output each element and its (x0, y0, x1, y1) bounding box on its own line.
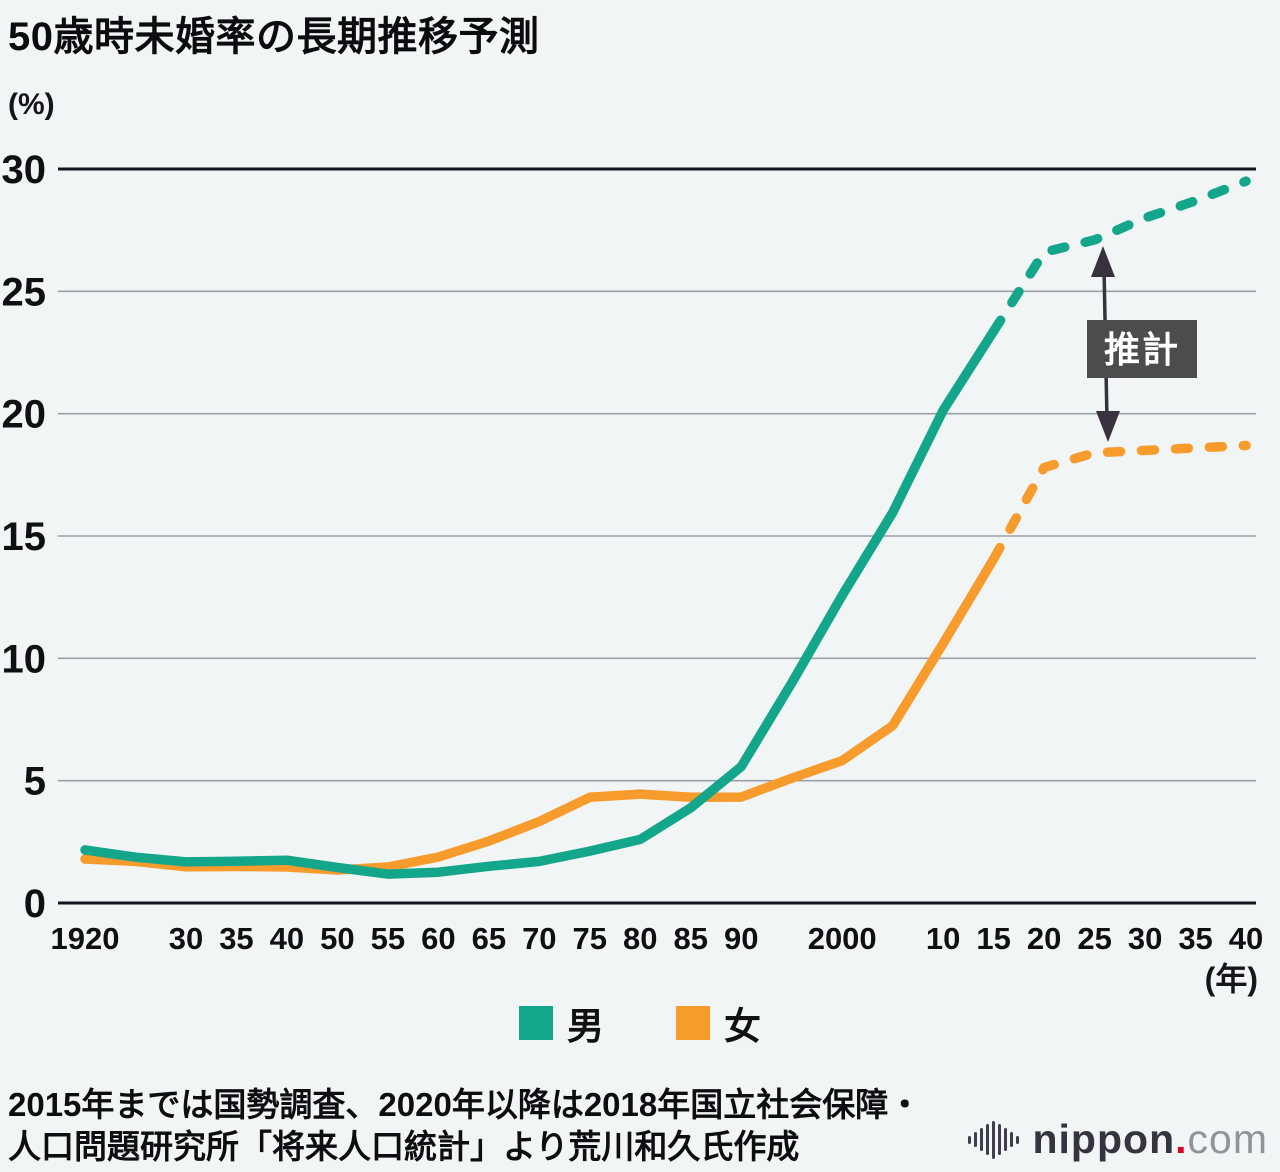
legend-label-female: 女 (724, 1006, 761, 1047)
legend-label-male: 男 (567, 1006, 604, 1047)
y-tick-label: 5 (24, 760, 46, 804)
arrow-down-icon (1096, 411, 1120, 442)
estimate-label: 推計 (1104, 329, 1180, 370)
x-tick-label: 30 (1128, 921, 1162, 956)
x-tick-label: 80 (623, 921, 657, 956)
x-tick-label: 40 (1229, 921, 1263, 956)
x-tick-label: 20 (1027, 921, 1061, 956)
y-tick-label: 0 (24, 882, 46, 926)
y-tick-label: 20 (2, 393, 47, 437)
x-tick-label: 55 (371, 921, 405, 956)
x-axis-tick-labels: 1920 30 35 40 50 55 60 65 70 75 80 85 90 2000 10 15 20 25… (51, 921, 1264, 956)
male-series-line (80, 176, 1251, 879)
soundwave-bars-icon (967, 1120, 1019, 1160)
estimate-annotation: 推計 (1087, 246, 1197, 442)
y-tick-label: 30 (2, 148, 47, 192)
x-tick-label: 85 (674, 921, 708, 956)
x-tick-label: 75 (573, 921, 607, 956)
page-title: 50歳時未婚率の長期推移予測 (8, 15, 540, 59)
x-tick-label: 70 (522, 921, 556, 956)
logo-dot: . (1175, 1116, 1188, 1162)
x-tick-label: 35 (1178, 921, 1212, 956)
female-series-line (80, 440, 1251, 875)
y-tick-label: 25 (2, 270, 47, 314)
x-tick-label: 25 (1077, 921, 1111, 956)
female-line-actual (80, 554, 999, 875)
logo-wordmark: nippon.com (1033, 1116, 1269, 1163)
legend-item-female: 女 (676, 996, 761, 1050)
logo-tld: com (1187, 1116, 1268, 1162)
x-tick-label: 15 (976, 921, 1010, 956)
female-series-swatch-icon (676, 1006, 710, 1040)
x-tick-label: 60 (421, 921, 455, 956)
y-axis-unit-label: (%) (8, 88, 55, 121)
gridlines (58, 167, 1256, 905)
x-tick-label: 50 (320, 921, 354, 956)
source-footnote-line2: 人口問題研究所「将来人口統計」より荒川和久氏作成 (8, 1127, 800, 1165)
arrow-up-icon (1091, 246, 1115, 277)
x-tick-label: 90 (724, 921, 758, 956)
male-series-swatch-icon (519, 1006, 553, 1040)
x-axis-unit-label: (年) (1205, 961, 1258, 997)
y-axis-tick-labels: 0 5 10 15 20 25 30 (2, 148, 47, 926)
nippon-com-logo: nippon.com (967, 1116, 1269, 1163)
legend: 男 女 (0, 996, 1280, 1050)
source-footnote: 2015年までは国勢調査、2020年以降は2018年国立社会保障・ 人口問題研究… (8, 1084, 921, 1167)
source-footnote-line1: 2015年までは国勢調査、2020年以降は2018年国立社会保障・ (8, 1086, 922, 1123)
legend-item-male: 男 (519, 996, 604, 1050)
estimate-label-box (1087, 320, 1197, 378)
x-tick-label: 10 (926, 921, 960, 956)
x-tick-label: 65 (472, 921, 506, 956)
y-tick-label: 15 (2, 515, 47, 559)
y-tick-label: 10 (2, 637, 47, 681)
x-tick-label: 40 (270, 921, 304, 956)
x-tick-label: 2000 (808, 921, 877, 956)
x-tick-label: 30 (169, 921, 203, 956)
x-tick-label: 1920 (51, 921, 120, 956)
male-line-actual (80, 326, 999, 879)
logo-name: nippon (1032, 1116, 1176, 1162)
male-line-estimate (988, 176, 1251, 336)
female-line-estimate (988, 440, 1251, 564)
x-tick-label: 35 (219, 921, 253, 956)
